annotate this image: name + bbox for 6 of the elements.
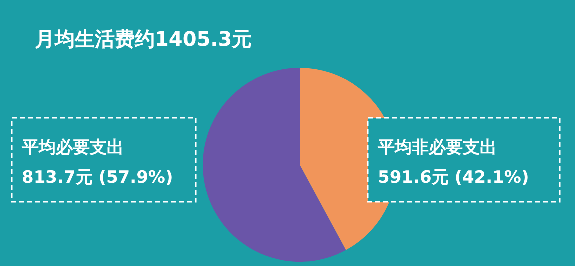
chart-title: 月均生活费约1405.3元 [34,27,252,51]
pie-slice [203,68,346,262]
slice-label: 平均必要支出 [21,138,124,158]
slice-label: 平均非必要支出 [377,138,497,158]
data-label: 591.6元 (42.1%) [378,168,530,188]
data-label: 813.7元 (57.9%) [22,168,174,188]
